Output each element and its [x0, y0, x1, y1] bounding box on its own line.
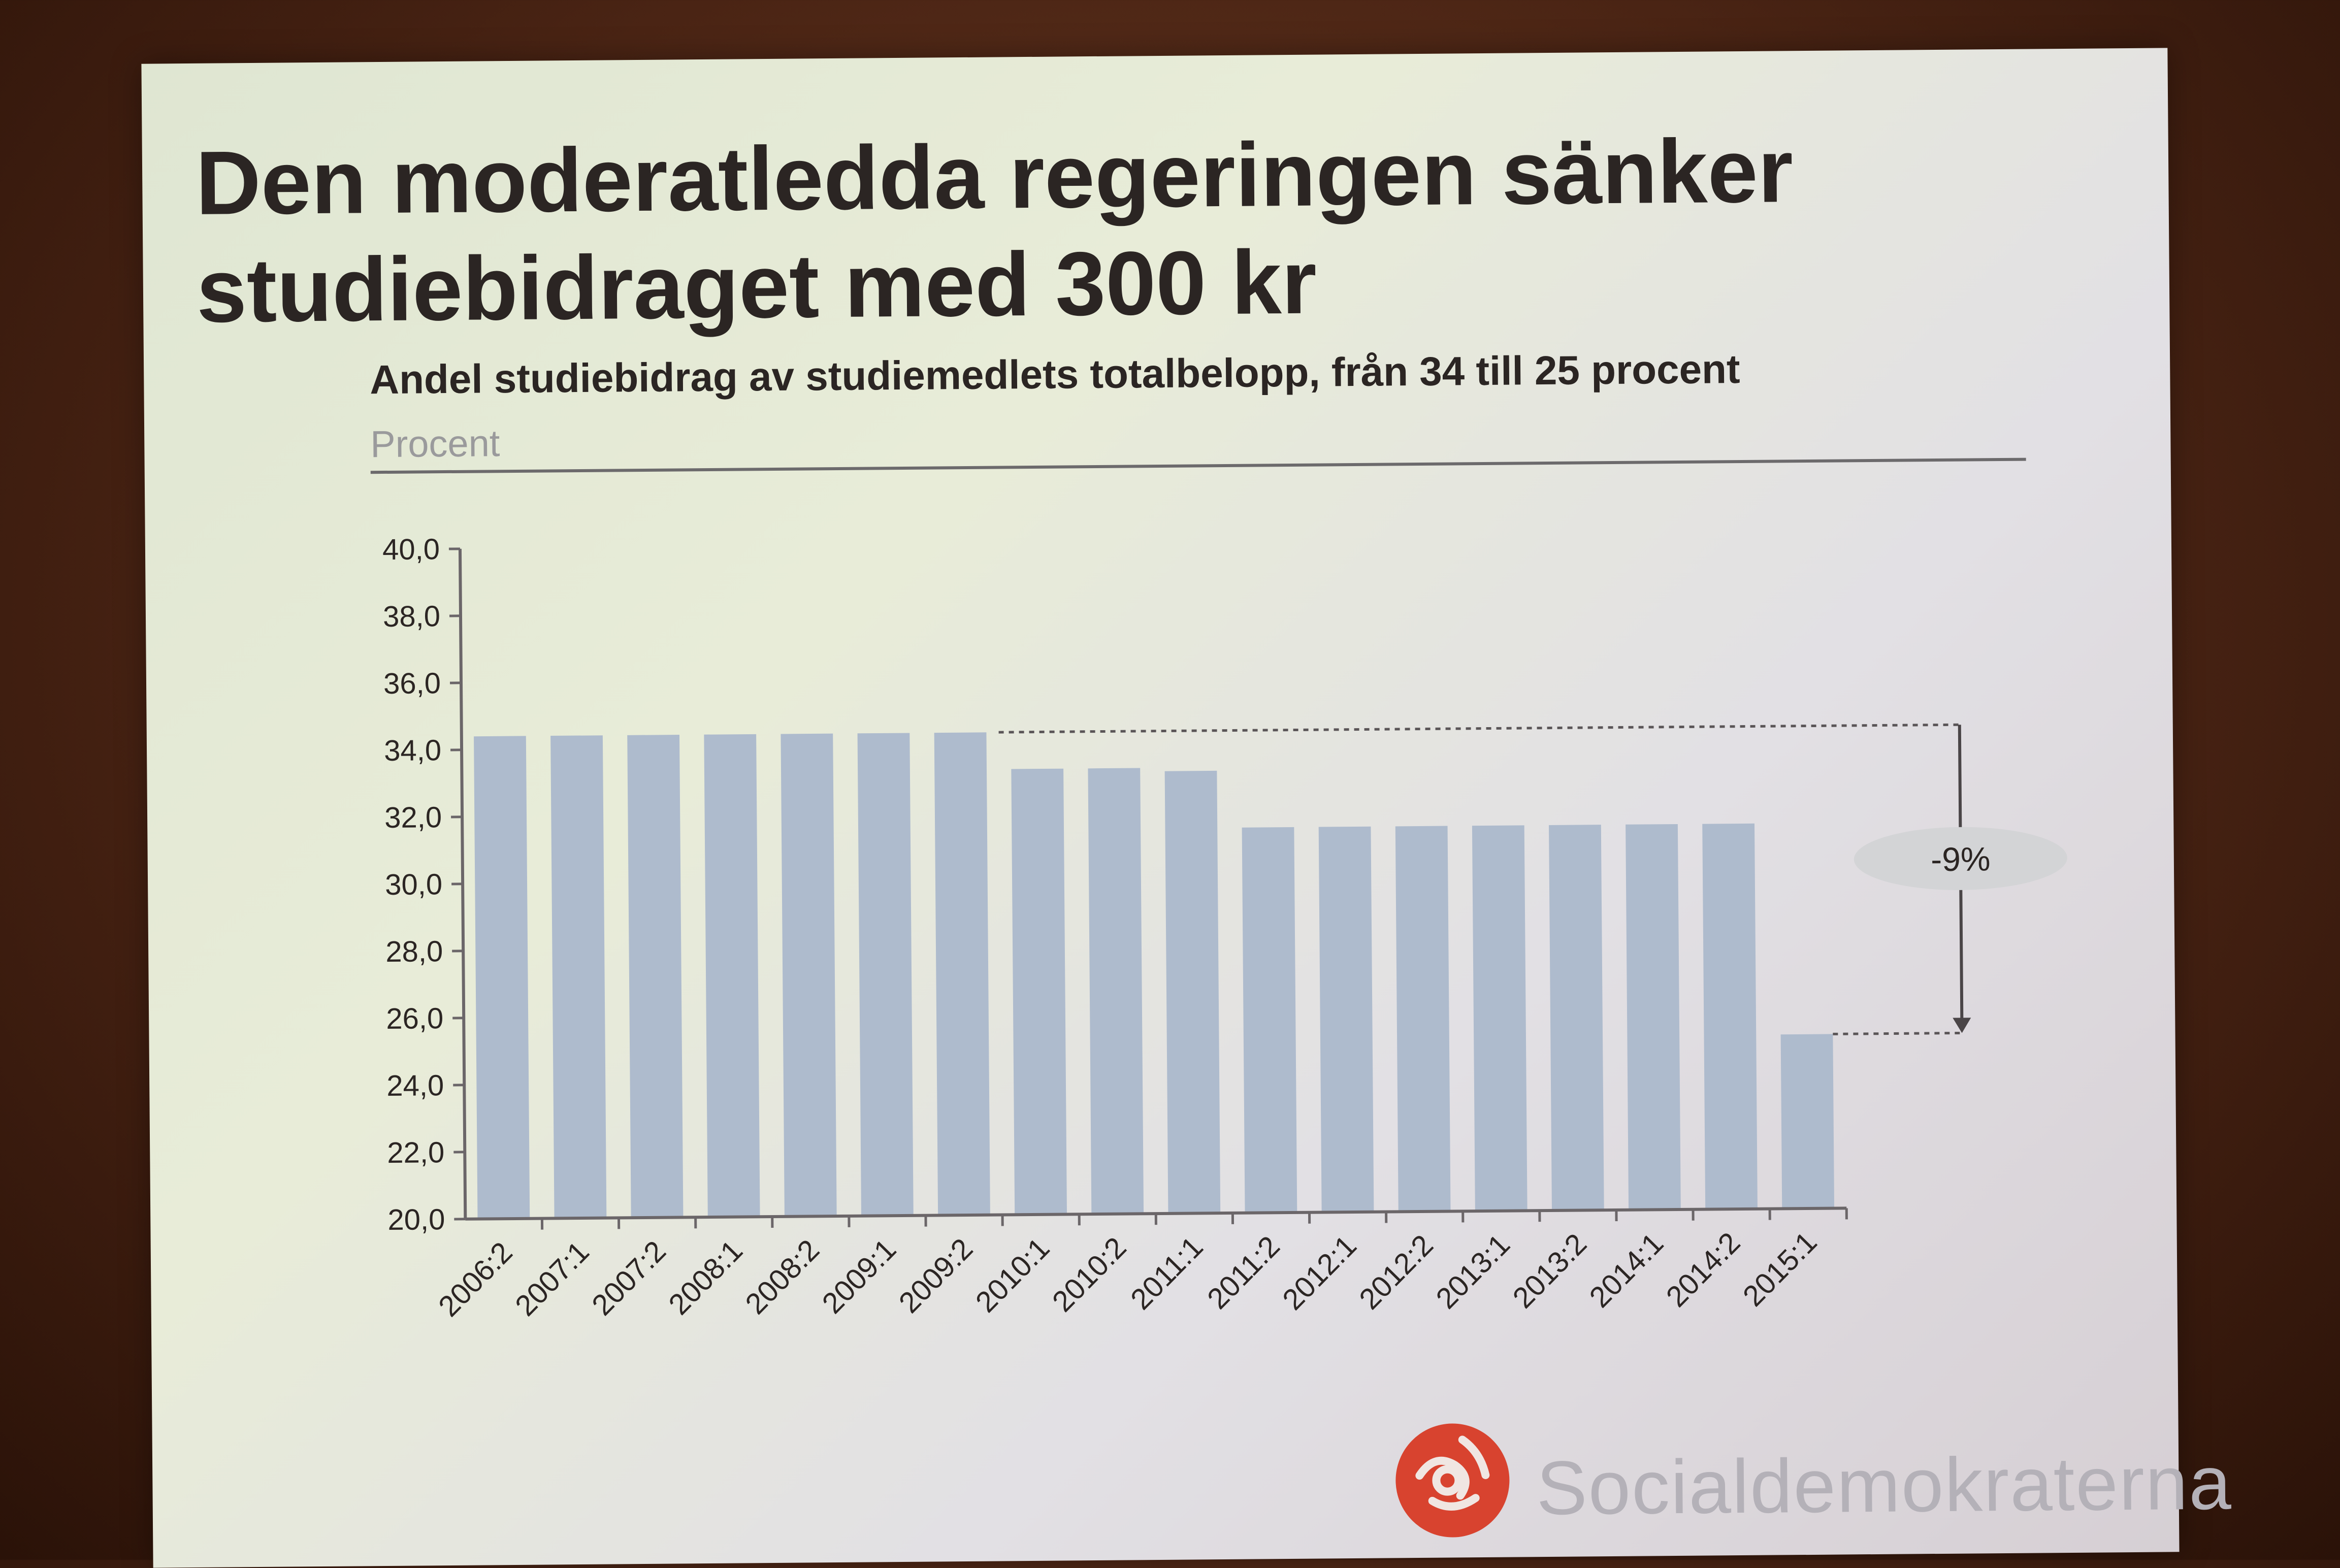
- x-tick-label: 2012:2: [1353, 1228, 1440, 1316]
- x-tick-label: 2010:1: [969, 1231, 1056, 1319]
- bar-2010:2: [1088, 768, 1144, 1215]
- x-tick-label: 2007:2: [586, 1234, 672, 1322]
- bar-chart: 40,0 38,0 36,0 34,0 32,0 30,0 28,0 26,0 24,0 22,0…: [141, 48, 2179, 1567]
- x-tick-label: 2014:1: [1583, 1227, 1670, 1314]
- x-tick-label: 2008:2: [739, 1233, 826, 1321]
- bar-2006:2: [474, 736, 530, 1219]
- x-tick-label: 2013:1: [1429, 1228, 1516, 1315]
- reference-line-start: [999, 725, 1960, 732]
- x-tick-label: 2013:2: [1506, 1227, 1593, 1315]
- y-tick-label: 40,0: [382, 533, 440, 566]
- bar-2009:1: [858, 733, 914, 1216]
- y-tick-label: 26,0: [386, 1002, 443, 1035]
- y-tick-label: 34,0: [384, 734, 441, 767]
- bar-2009:2: [934, 732, 990, 1215]
- y-tick-label: 30,0: [385, 868, 442, 901]
- bar-2008:2: [781, 734, 836, 1217]
- bar-2007:1: [550, 735, 606, 1218]
- bar-2014:1: [1626, 824, 1681, 1210]
- x-tick-label: 2009:1: [816, 1233, 902, 1320]
- y-tick-label: 28,0: [385, 935, 443, 968]
- bar-2013:1: [1472, 825, 1528, 1211]
- bar-2014:2: [1702, 824, 1758, 1210]
- bar-2015:1: [1781, 1034, 1834, 1208]
- y-tick-label: 20,0: [387, 1203, 445, 1236]
- x-tick-label: 2010:2: [1046, 1231, 1133, 1318]
- change-label: -9%: [1931, 840, 1991, 878]
- y-tick-label: 32,0: [384, 801, 442, 834]
- y-tick-label: 22,0: [387, 1136, 444, 1169]
- bar-2012:2: [1395, 826, 1451, 1212]
- arrow-head-icon: [1953, 1018, 1971, 1033]
- x-tick-label: 2015:1: [1737, 1225, 1824, 1313]
- bar-2010:1: [1011, 769, 1067, 1215]
- y-tick-label: 24,0: [386, 1069, 444, 1102]
- presentation-slide: Den moderatledda regeringen sänker studi…: [141, 48, 2179, 1567]
- bar-2011:1: [1165, 771, 1221, 1214]
- x-tick-label: 2014:2: [1660, 1226, 1747, 1314]
- x-tick-label: 2011:1: [1124, 1230, 1210, 1316]
- y-tick-label: 38,0: [383, 600, 440, 633]
- bar-2011:2: [1242, 827, 1297, 1213]
- bar-2012:1: [1319, 827, 1374, 1213]
- x-tick-label: 2011:2: [1201, 1230, 1286, 1316]
- reference-line-end: [1833, 1033, 1962, 1034]
- x-tick-label: 2008:1: [662, 1234, 749, 1321]
- x-tick-label: 2006:2: [432, 1236, 519, 1323]
- bar-2013:2: [1549, 825, 1604, 1211]
- bar-2007:2: [627, 735, 683, 1218]
- x-tick-label: 2007:1: [509, 1235, 596, 1322]
- brand-name: Socialdemokraterna: [1536, 1439, 2232, 1532]
- bar-2008:1: [704, 734, 760, 1217]
- y-tick-label: 36,0: [383, 667, 441, 700]
- x-tick-label: 2012:1: [1276, 1229, 1363, 1316]
- x-tick-label: 2009:2: [893, 1232, 980, 1319]
